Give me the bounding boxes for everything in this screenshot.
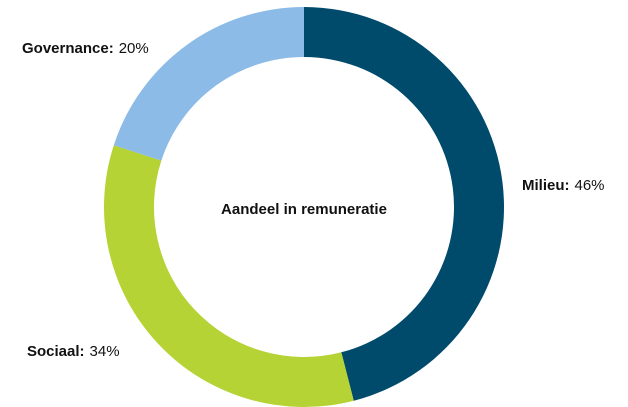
donut-slice [304, 7, 505, 401]
slice-value: 20% [119, 40, 149, 57]
slice-value: 46% [575, 177, 605, 194]
slice-name: Sociaal: [27, 343, 85, 360]
donut-slice [113, 7, 304, 161]
slice-name: Governance: [22, 40, 114, 57]
slice-label: Governance: 20% [22, 40, 149, 57]
slice-label: Milieu: 46% [522, 177, 605, 194]
slice-value: 34% [90, 343, 120, 360]
center-label: Aandeel in remuneratie [221, 201, 387, 218]
slice-name: Milieu: [522, 177, 570, 194]
slice-label: Sociaal: 34% [27, 343, 120, 360]
donut-slice [103, 145, 354, 407]
